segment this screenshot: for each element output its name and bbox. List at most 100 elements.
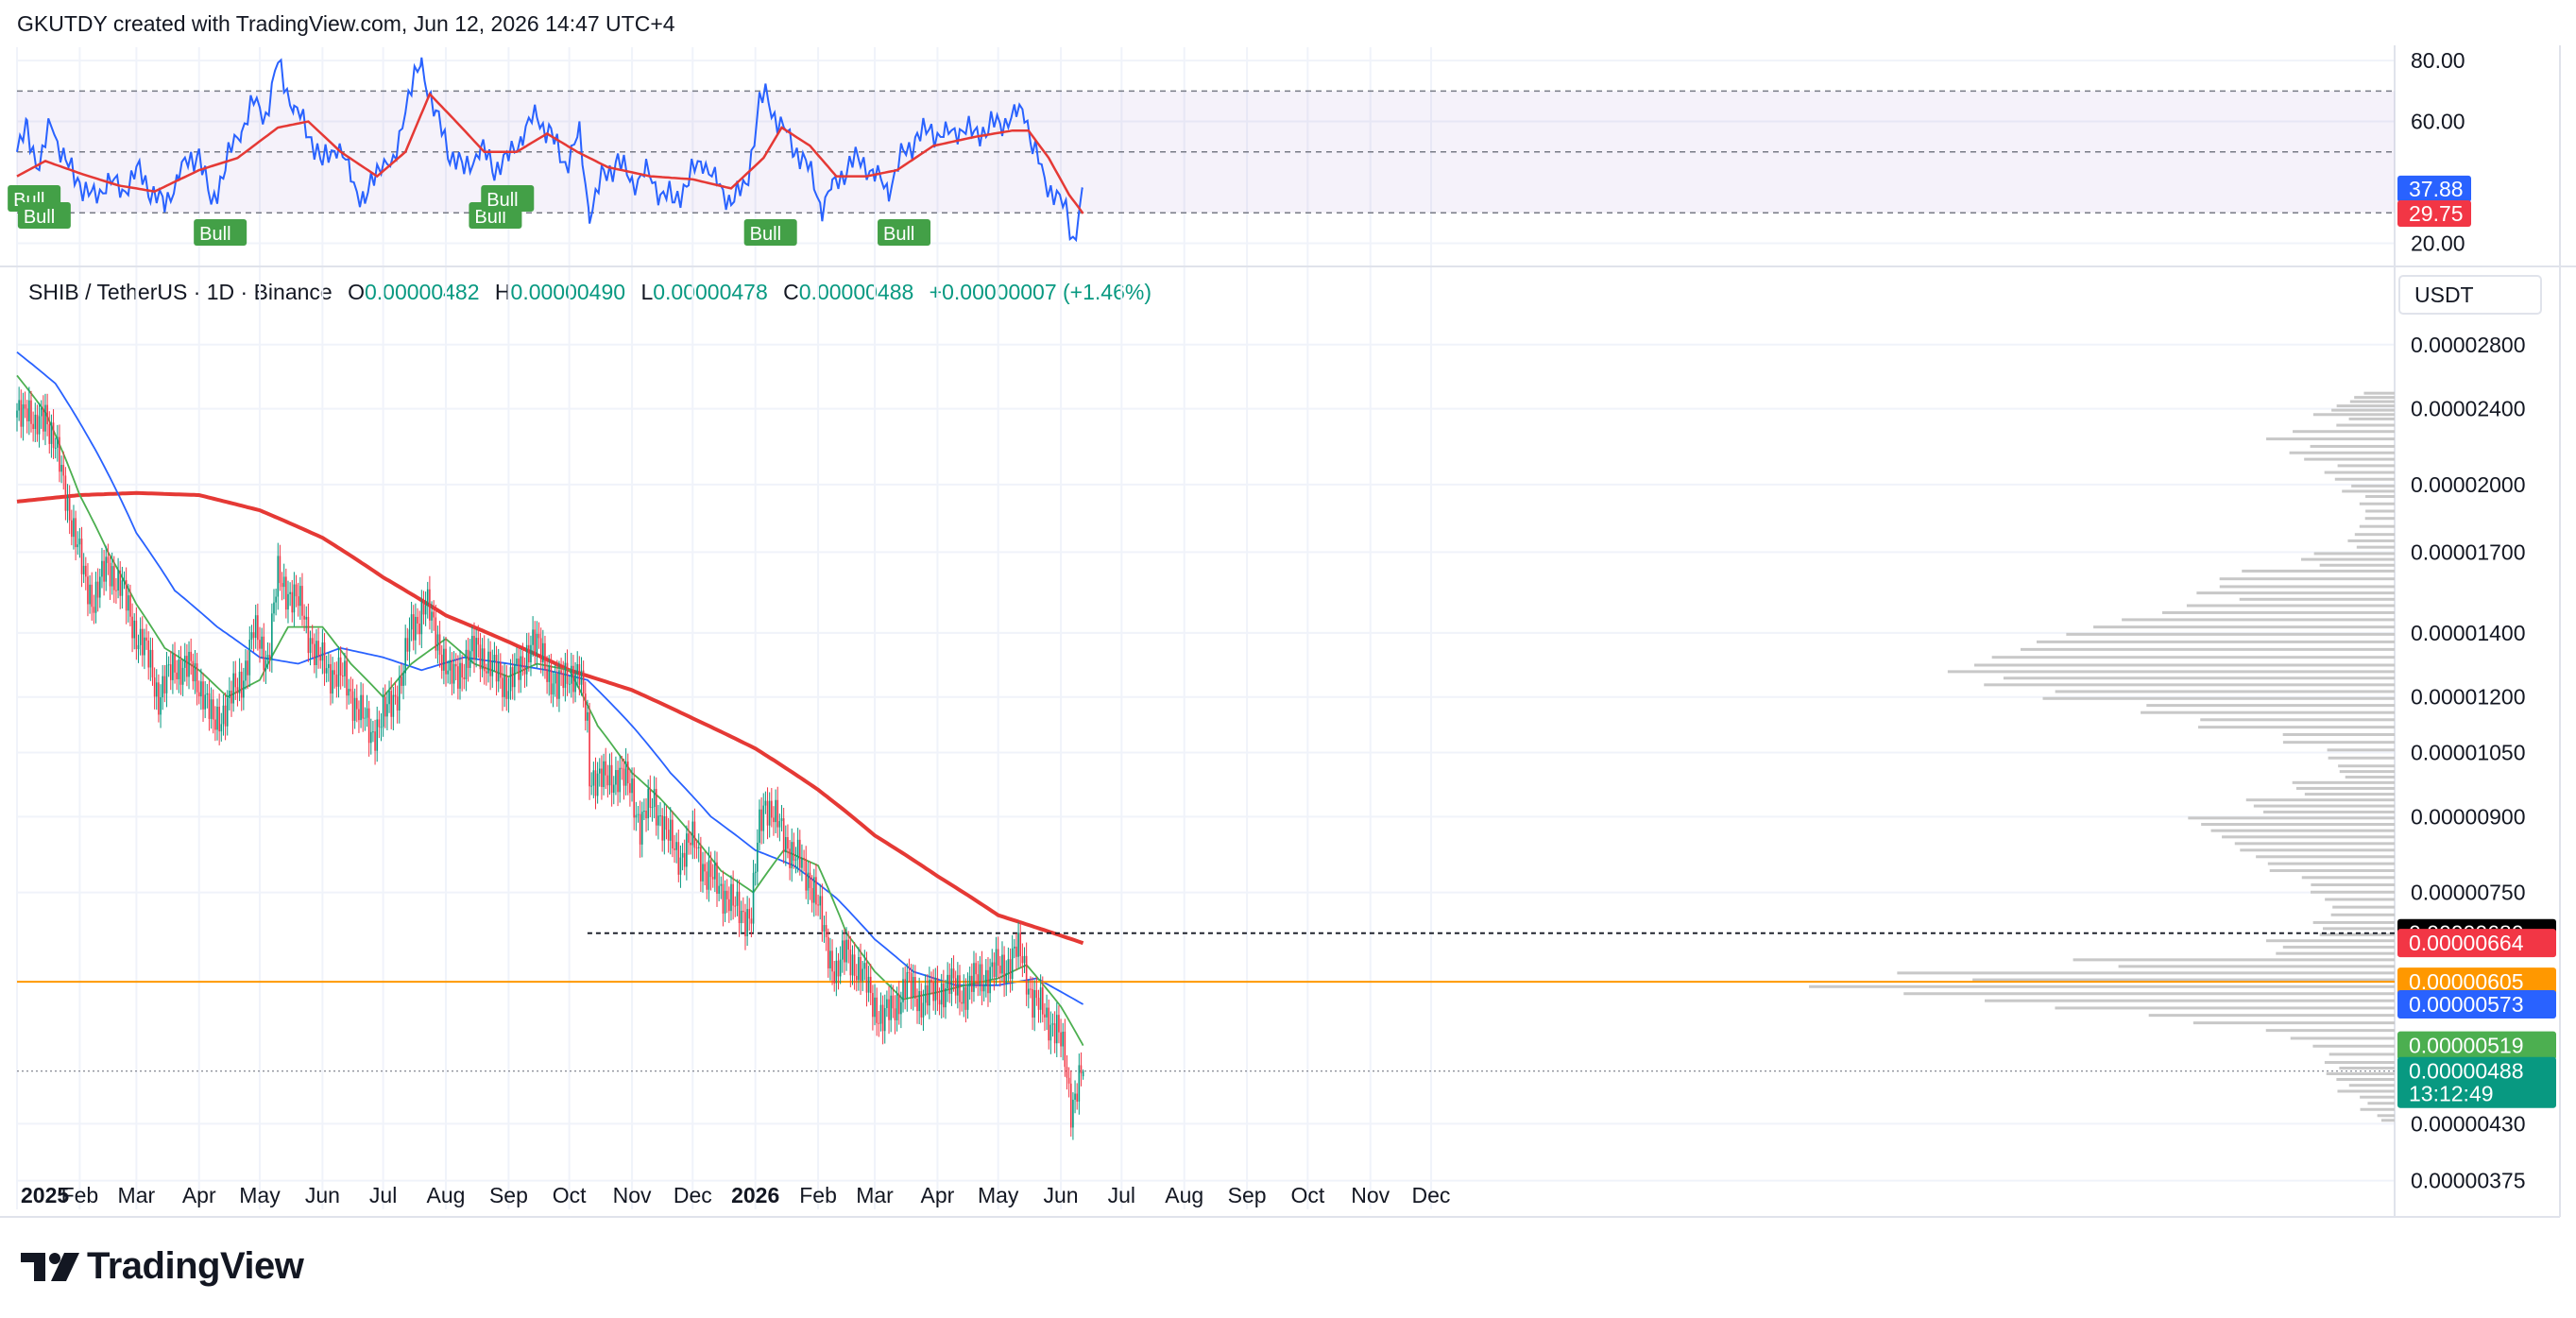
candle[interactable] xyxy=(782,807,785,864)
candle[interactable] xyxy=(281,572,283,601)
candle[interactable] xyxy=(1046,994,1048,1031)
candle[interactable] xyxy=(247,650,248,690)
candle[interactable] xyxy=(977,960,980,997)
candle[interactable] xyxy=(131,603,133,653)
candle[interactable] xyxy=(867,966,870,1002)
candle[interactable] xyxy=(691,810,694,860)
candle[interactable] xyxy=(438,621,441,668)
candle[interactable] xyxy=(301,573,303,626)
candle[interactable] xyxy=(224,692,227,741)
candle[interactable] xyxy=(216,698,218,741)
candle[interactable] xyxy=(695,839,698,859)
candle[interactable] xyxy=(728,886,730,923)
candle[interactable] xyxy=(451,652,453,695)
candle[interactable] xyxy=(378,710,381,739)
candle[interactable] xyxy=(509,659,512,700)
candle[interactable] xyxy=(906,963,909,1012)
candle[interactable] xyxy=(155,669,158,710)
candle[interactable] xyxy=(744,903,746,950)
candle[interactable] xyxy=(596,762,599,804)
candle[interactable] xyxy=(293,572,296,626)
candle[interactable] xyxy=(833,961,836,992)
candle[interactable] xyxy=(174,642,176,684)
candle[interactable] xyxy=(768,792,771,838)
candle[interactable] xyxy=(1037,989,1040,1023)
candle[interactable] xyxy=(1066,1054,1068,1090)
candle[interactable] xyxy=(572,655,574,704)
candle[interactable] xyxy=(200,668,202,710)
candle[interactable] xyxy=(1028,979,1030,1009)
candle[interactable] xyxy=(417,608,418,635)
candle[interactable] xyxy=(493,642,496,672)
candle[interactable] xyxy=(1035,976,1038,1006)
candle[interactable] xyxy=(610,752,613,807)
candle[interactable] xyxy=(693,808,696,860)
candle[interactable] xyxy=(479,633,482,682)
candle[interactable] xyxy=(127,583,129,623)
candle[interactable] xyxy=(204,681,206,719)
candle[interactable] xyxy=(50,414,53,458)
candle[interactable] xyxy=(388,680,390,713)
candle[interactable] xyxy=(78,527,81,558)
candle[interactable] xyxy=(560,658,562,686)
candle[interactable] xyxy=(362,683,365,732)
candle[interactable] xyxy=(1011,934,1014,991)
candle[interactable] xyxy=(452,651,455,694)
candle[interactable] xyxy=(220,712,223,742)
candle[interactable] xyxy=(966,972,969,1019)
candle[interactable] xyxy=(141,616,144,667)
candle[interactable] xyxy=(429,575,431,630)
candle[interactable] xyxy=(487,638,489,683)
candle[interactable] xyxy=(111,552,113,595)
candle[interactable] xyxy=(706,862,708,899)
candle[interactable] xyxy=(968,967,971,1001)
candle[interactable] xyxy=(360,682,362,728)
candle[interactable] xyxy=(690,831,691,855)
candle[interactable] xyxy=(537,622,540,649)
candle[interactable] xyxy=(1076,1083,1078,1110)
candle[interactable] xyxy=(847,931,849,964)
candle[interactable] xyxy=(210,687,213,729)
candle[interactable] xyxy=(273,589,275,623)
candle[interactable] xyxy=(592,762,595,798)
candle[interactable] xyxy=(1015,933,1017,971)
candle[interactable] xyxy=(291,579,294,623)
candle[interactable] xyxy=(839,946,842,984)
candle[interactable] xyxy=(303,604,305,631)
candle[interactable] xyxy=(896,986,898,1032)
candle[interactable] xyxy=(845,927,847,971)
candle[interactable] xyxy=(629,770,631,807)
candle[interactable] xyxy=(910,964,913,1010)
candle[interactable] xyxy=(835,947,838,997)
candle[interactable] xyxy=(415,603,417,655)
candle[interactable] xyxy=(930,971,932,995)
candle[interactable] xyxy=(608,753,611,796)
candle[interactable] xyxy=(989,958,991,1002)
candle[interactable] xyxy=(764,791,767,814)
candle[interactable] xyxy=(640,801,643,858)
candle[interactable] xyxy=(817,894,819,916)
candle[interactable] xyxy=(16,402,18,432)
candle[interactable] xyxy=(900,991,902,1029)
candle[interactable] xyxy=(916,988,918,1024)
candle[interactable] xyxy=(440,645,443,679)
candle[interactable] xyxy=(257,603,259,651)
candle[interactable] xyxy=(491,649,494,688)
candle[interactable] xyxy=(548,655,551,696)
candle[interactable] xyxy=(523,657,526,688)
candle[interactable] xyxy=(181,659,184,696)
candle[interactable] xyxy=(436,625,439,664)
candle[interactable] xyxy=(740,900,742,934)
candle[interactable] xyxy=(252,619,255,652)
candle[interactable] xyxy=(879,992,882,1032)
candle[interactable] xyxy=(534,621,537,665)
candle[interactable] xyxy=(178,650,180,693)
candle[interactable] xyxy=(77,531,79,556)
candle[interactable] xyxy=(787,824,789,859)
price-badge[interactable]: 0.00000573 xyxy=(2397,990,2556,1019)
candle[interactable] xyxy=(311,625,314,658)
candle[interactable] xyxy=(117,557,119,599)
candle[interactable] xyxy=(431,601,433,634)
candle[interactable] xyxy=(93,594,95,625)
